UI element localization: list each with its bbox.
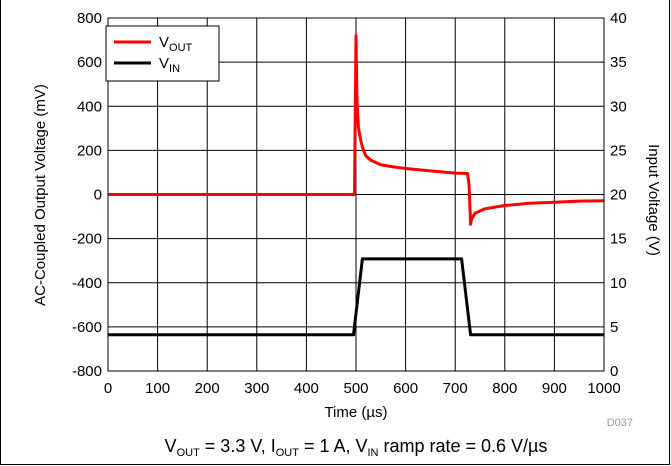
y-right-tick-label: 0 — [610, 363, 618, 380]
series-line-vout — [108, 34, 605, 226]
x-tick-label: 900 — [542, 380, 567, 397]
tick-labels: 0 100 200 300 400 500 600 700 800 900 100080060040… — [72, 10, 627, 397]
y-right-tick-label: 5 — [610, 319, 618, 336]
y-left-tick-label: -600 — [72, 319, 102, 336]
y-left-tick-label: 800 — [77, 10, 102, 27]
x-tick-label: 400 — [294, 380, 319, 397]
legend-box — [105, 25, 220, 82]
y-right-tick-label: 20 — [610, 187, 627, 204]
y-axis-left-title: AC-Coupled Output Voltage (mV) — [32, 84, 49, 306]
legend: VOUT VIN — [105, 25, 220, 82]
series-layer — [108, 34, 605, 337]
y-axis-right-title: Input Voltage (V) — [645, 144, 662, 256]
plot-border — [107, 17, 605, 372]
x-tick-label: 100 — [145, 380, 170, 397]
y-left-tick-label: -200 — [72, 231, 102, 248]
x-tick-label: 200 — [195, 380, 220, 397]
y-left-tick-label: 0 — [94, 187, 102, 204]
y-right-tick-label: 15 — [610, 231, 627, 248]
y-left-tick-label: -800 — [72, 363, 102, 380]
y-right-tick-label: 25 — [610, 142, 627, 159]
series-line-vin — [108, 257, 604, 337]
y-left-tick-label: 600 — [77, 54, 102, 71]
x-tick-label: 500 — [343, 380, 368, 397]
x-tick-label: 700 — [443, 380, 468, 397]
y-left-tick-label: 400 — [77, 98, 102, 115]
x-tick-label: 0 — [104, 380, 112, 397]
y-left-tick-label: 200 — [77, 142, 102, 159]
figure-code: D037 — [607, 417, 633, 429]
y-right-tick-label: 30 — [610, 98, 627, 115]
figure-caption: VOUT = 3.3 V, IOUT = 1 A, VIN ramp rate … — [165, 436, 548, 459]
x-tick-label: 600 — [393, 380, 418, 397]
legend-label-vin: VIN — [159, 55, 180, 75]
y-right-tick-label: 35 — [610, 54, 627, 71]
y-left-tick-label: -400 — [72, 275, 102, 292]
legend-label-vout: VOUT — [159, 34, 193, 54]
x-tick-label: 300 — [244, 380, 269, 397]
y-right-tick-label: 10 — [610, 275, 627, 292]
y-right-tick-label: 40 — [610, 10, 627, 27]
x-axis-title: Time (µs) — [324, 404, 387, 421]
x-tick-label: 800 — [492, 380, 517, 397]
x-tick-label: 1000 — [587, 380, 620, 397]
